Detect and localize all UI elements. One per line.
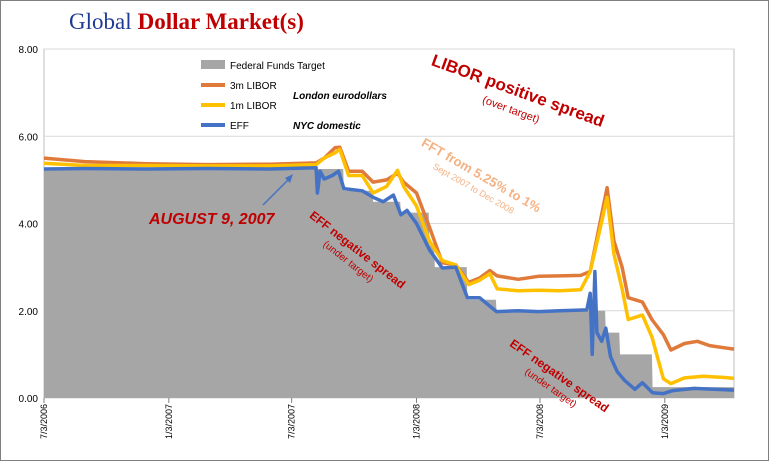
y-tick-label: 4.00 (19, 220, 39, 231)
x-tick-label: 1/3/2008 (411, 404, 421, 439)
legend-swatch (201, 60, 225, 69)
title-part-2: Dollar Market(s) (137, 9, 304, 34)
x-tick-label: 7/3/2006 (39, 404, 49, 439)
x-tick-label: 7/3/2008 (535, 404, 545, 439)
legend-label: 3m LIBOR (230, 81, 277, 92)
annotation-fft: FFT from 5.25% to 1%Sept 2007 to Dec 200… (419, 135, 544, 216)
y-tick-label: 8.00 (19, 45, 39, 56)
annotation-libor-positive: LIBOR positive spread(over target) (429, 51, 607, 131)
legend-label: EFF (230, 121, 249, 132)
legend-label: Federal Funds Target (230, 61, 325, 72)
series-line-eff (43, 165, 735, 396)
annotation-arrowhead (285, 174, 293, 183)
y-tick-label: 6.00 (19, 132, 39, 143)
series-line-1m-libor (43, 147, 735, 386)
x-tick-label: 1/3/2009 (660, 404, 670, 439)
series-line-3m-libor (43, 145, 735, 352)
legend-note: NYC domestic (293, 121, 361, 132)
y-tick-label: 0.00 (19, 394, 39, 405)
legend-note: London eurodollars (293, 91, 387, 102)
x-tick-label: 7/3/2007 (287, 404, 297, 439)
chart-title: Global Dollar Market(s) (69, 9, 304, 35)
y-tick-label: 2.00 (19, 307, 39, 318)
legend-label: 1m LIBOR (230, 101, 277, 112)
annotation-aug-9: AUGUST 9, 2007 (148, 211, 275, 228)
annotation-fft-title: FFT from 5.25% to 1% (419, 135, 544, 216)
legend: Federal Funds Target 3m LIBOR London eurod… (201, 60, 387, 132)
x-tick-label: 1/3/2007 (164, 404, 174, 439)
annotation-arrow (262, 178, 290, 206)
title-part-1: Global (69, 9, 132, 34)
series-area-federal-funds-target (44, 169, 734, 398)
